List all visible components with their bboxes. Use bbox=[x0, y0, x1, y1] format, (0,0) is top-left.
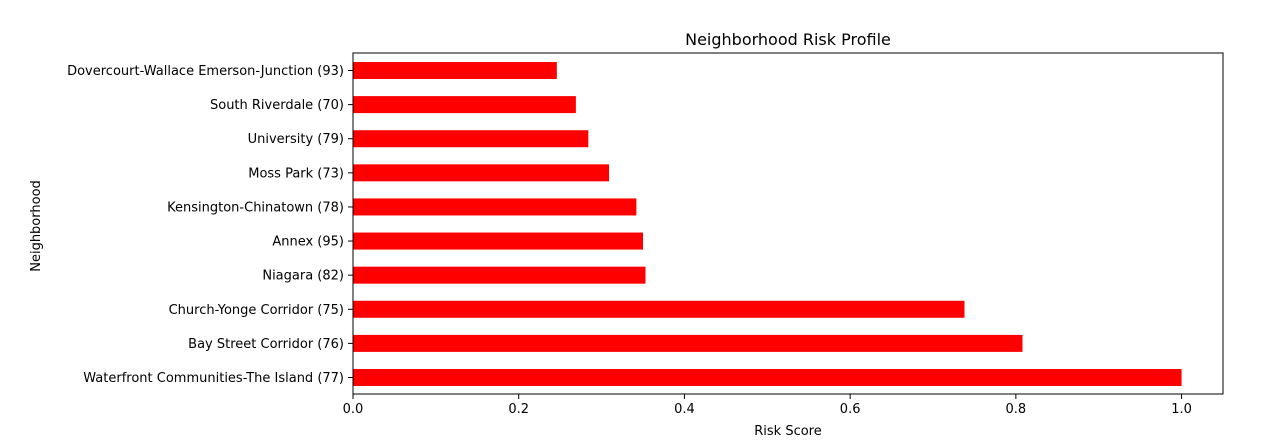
y-tick-label-2: University (79) bbox=[248, 132, 344, 147]
plot-frame bbox=[352, 52, 1224, 395]
y-tick-label-3: Moss Park (73) bbox=[248, 166, 344, 181]
x-tick-label-4: 0.8 bbox=[1006, 402, 1027, 417]
chart-title: Neighborhood Risk Profile bbox=[685, 30, 891, 49]
bar-4 bbox=[353, 198, 637, 216]
y-axis-label: Neighborhood bbox=[29, 180, 44, 272]
bar-2 bbox=[353, 130, 589, 148]
bar-9 bbox=[353, 369, 1182, 386]
y-tick-label-7: Church-Yonge Corridor (75) bbox=[169, 303, 344, 318]
x-tick-label-2: 0.4 bbox=[674, 402, 695, 417]
x-tick-label-1: 0.2 bbox=[508, 402, 529, 417]
y-tick-label-6: Niagara (82) bbox=[262, 269, 344, 284]
y-tick-label-8: Bay Street Corridor (76) bbox=[188, 337, 344, 352]
bar-8 bbox=[353, 334, 1023, 352]
bar-7 bbox=[353, 300, 965, 318]
y-tick-label-1: South Riverdale (70) bbox=[210, 98, 344, 113]
bar-1 bbox=[353, 96, 576, 114]
bar-3 bbox=[353, 164, 610, 182]
y-tick-label-0: Dovercourt-Wallace Emerson-Junction (93) bbox=[67, 64, 344, 79]
x-axis-label: Risk Score bbox=[754, 424, 822, 439]
y-tick-label-9: Waterfront Communities-The Island (77) bbox=[83, 371, 344, 386]
y-tick-label-4: Kensington-Chinatown (78) bbox=[167, 200, 344, 215]
y-tick-label-5: Annex (95) bbox=[272, 235, 344, 250]
bar-5 bbox=[353, 232, 643, 250]
x-tick-label-5: 1.0 bbox=[1171, 402, 1192, 417]
bar-6 bbox=[353, 266, 646, 284]
x-tick-label-0: 0.0 bbox=[343, 402, 364, 417]
bar-0 bbox=[353, 62, 557, 79]
x-tick-label-3: 0.6 bbox=[840, 402, 861, 417]
